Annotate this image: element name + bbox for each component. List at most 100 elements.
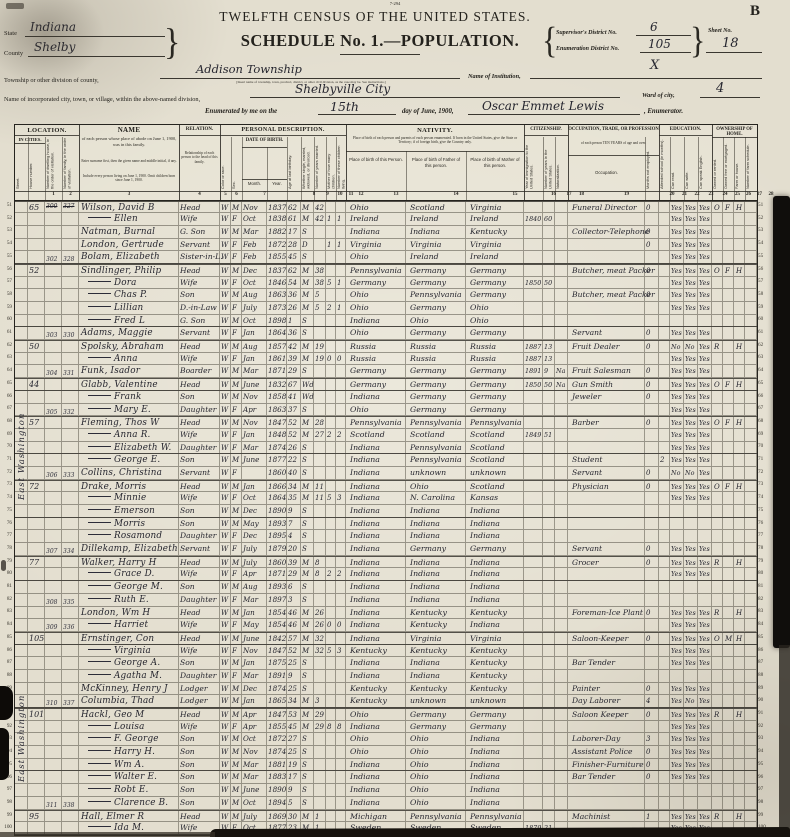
cell-pf: Kentucky	[406, 682, 466, 695]
cell-rd	[670, 581, 684, 593]
cell-oc: Bar Tender	[568, 657, 645, 669]
street-name-label-2: East Washington	[17, 694, 27, 782]
cell-ms: M	[301, 619, 314, 631]
cell-ym: 28	[314, 417, 326, 428]
cell-oc	[568, 581, 645, 593]
cell-cl	[336, 251, 346, 263]
cell-iy	[524, 682, 543, 695]
cell-oc	[568, 276, 645, 289]
col-group-location: LOCATION.	[27, 127, 67, 134]
cell-pf: Ohio	[406, 758, 466, 771]
cell-ag: 17	[287, 225, 301, 238]
cell-fh	[734, 466, 745, 479]
cell-en: Yes	[698, 379, 712, 390]
cell-wr	[684, 784, 698, 796]
cell-fs	[745, 314, 757, 327]
cell-sc	[659, 492, 670, 504]
cell-pm: Ireland	[466, 251, 524, 263]
cell-street	[15, 758, 28, 771]
cell-en: Yes	[698, 417, 712, 428]
cell-ow	[712, 581, 723, 593]
cell-fm	[723, 581, 734, 593]
cell-sc	[659, 480, 670, 492]
cell-d	[45, 379, 62, 390]
cell-fh	[734, 593, 745, 606]
line-number-left: 54	[6, 240, 12, 247]
cell-rd: Yes	[670, 709, 684, 720]
cell-street	[15, 341, 28, 352]
col-label-free-mortgaged: Owned free or mortgaged.	[724, 143, 728, 189]
cell-d	[45, 682, 62, 695]
cell-yu	[543, 403, 555, 416]
cell-s: M	[231, 517, 242, 530]
cell-fm	[723, 327, 734, 340]
cell-mc	[326, 657, 336, 669]
cell-c: W	[220, 796, 231, 809]
enumerated-label: Enumerated by me on the	[205, 108, 278, 115]
col-label-house-number: House number.	[29, 162, 33, 189]
cell-iy: 1891	[525, 365, 543, 378]
cell-cl: 2	[336, 568, 346, 581]
cell-street	[15, 568, 28, 581]
cell-mu	[645, 352, 659, 365]
cell-rd: Yes	[670, 417, 684, 428]
cell-yr: 1864	[268, 492, 287, 504]
cell-yu	[543, 466, 555, 479]
cell-nz	[555, 709, 568, 720]
cell-c: W	[220, 454, 231, 466]
cell-cl	[336, 746, 346, 758]
cell-ag: 57	[287, 632, 301, 644]
cell-fh	[734, 213, 745, 225]
cell-ms: M	[301, 644, 314, 657]
cell-mc: 8	[326, 720, 336, 733]
cell-d: 308	[45, 593, 62, 606]
cell-wr: Yes	[684, 417, 698, 428]
cell-yr: 1893	[268, 517, 287, 530]
cell-iy: 1849	[525, 428, 543, 441]
cell-oc: Fruit Dealer	[568, 341, 645, 352]
cell-pb: Kentucky	[346, 695, 406, 707]
cell-pb: Indiana	[346, 784, 406, 796]
cell-fm: F	[723, 379, 734, 390]
cell-yu	[543, 568, 555, 581]
cell-pm: Scotland	[466, 428, 524, 441]
sheet-label: Sheet No.	[708, 28, 732, 34]
cell-yu: 21	[543, 822, 555, 834]
cell-s: M	[231, 314, 242, 327]
table-row: Anna R. Wife W F Jan 1848 52 M 27 2 2 Scotland Scotl…	[15, 428, 757, 442]
cell-yr: 1847	[268, 417, 287, 428]
cell-wr: Yes	[684, 733, 698, 746]
cell-fs	[745, 644, 757, 657]
cell-rd: Yes	[670, 428, 684, 441]
cell-ag: 26	[287, 302, 301, 314]
cell-f	[62, 492, 79, 504]
cell-rl: Son	[179, 784, 220, 796]
cell-mc	[326, 441, 336, 454]
table-row: Lillian D.-in-Law W F July 1873 26 M 5 2 1 Ohio Germ…	[15, 302, 757, 315]
column-number: 26	[746, 192, 751, 197]
cell-ms: M	[301, 264, 314, 276]
cell-nz	[555, 581, 568, 593]
cell-f	[62, 238, 79, 251]
cell-f	[62, 341, 79, 352]
cell-ym: 38	[314, 264, 326, 276]
cell-fh	[734, 352, 745, 365]
cell-mu: 0	[645, 201, 659, 213]
col-label-dwelling: Number of dwelling house, in the order o…	[46, 138, 55, 189]
cell-cl	[336, 556, 346, 568]
cell-pm: Scotland	[466, 480, 524, 492]
line-number-right: 67	[758, 405, 764, 412]
cell-pb: Kentucky	[346, 644, 406, 657]
cell-ag: 9	[287, 505, 301, 517]
cell-yu	[543, 695, 555, 707]
cell-c: W	[220, 238, 231, 251]
cell-s: M	[231, 454, 242, 466]
ward-label: Ward of city,	[642, 92, 675, 99]
cell-yr: 1890	[268, 784, 287, 796]
line-number-right: 57	[758, 278, 764, 285]
cell-ym	[314, 454, 326, 466]
cell-h	[28, 682, 45, 695]
cell-c: W	[220, 314, 231, 327]
cell-rl: Lodger	[179, 682, 220, 695]
line-number-left: 67	[6, 405, 12, 412]
